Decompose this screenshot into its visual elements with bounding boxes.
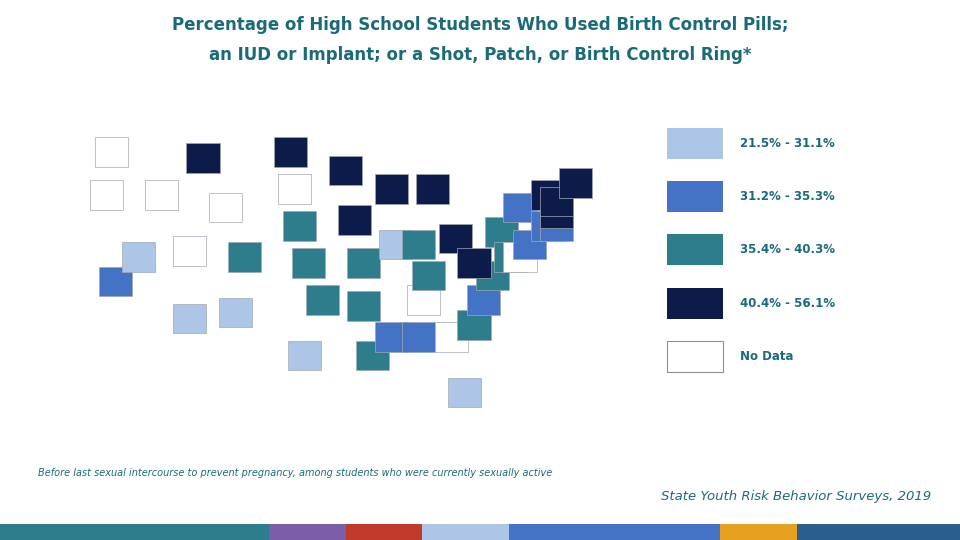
FancyBboxPatch shape: [667, 127, 723, 159]
Bar: [494, 242, 527, 272]
Bar: [186, 143, 220, 173]
Bar: [209, 193, 243, 222]
Bar: [422, 524, 509, 540]
Bar: [503, 193, 537, 222]
Text: Percentage of High School Students Who Used Birth Control Pills;: Percentage of High School Students Who U…: [172, 16, 788, 34]
Bar: [503, 242, 537, 272]
Bar: [173, 236, 205, 266]
Text: 31.2% - 35.3%: 31.2% - 35.3%: [739, 190, 834, 203]
Bar: [278, 174, 311, 204]
Bar: [509, 524, 720, 540]
Bar: [540, 186, 573, 216]
Bar: [329, 156, 362, 185]
Bar: [274, 137, 307, 167]
Bar: [407, 285, 440, 315]
Bar: [374, 174, 408, 204]
Bar: [219, 298, 252, 327]
Text: No Data: No Data: [739, 350, 793, 363]
Bar: [458, 248, 491, 278]
Bar: [99, 267, 132, 296]
Bar: [416, 174, 449, 204]
Text: an IUD or Implant; or a Shot, Patch, or Birth Control Ring*: an IUD or Implant; or a Shot, Patch, or …: [208, 46, 752, 64]
Bar: [283, 211, 316, 241]
Text: 35.4% - 40.3%: 35.4% - 40.3%: [739, 244, 834, 256]
Bar: [412, 261, 444, 290]
Bar: [797, 524, 960, 540]
FancyBboxPatch shape: [667, 181, 723, 212]
Bar: [306, 285, 339, 315]
Bar: [348, 248, 380, 278]
Text: 40.4% - 56.1%: 40.4% - 56.1%: [739, 296, 834, 309]
Bar: [338, 205, 372, 235]
Bar: [0, 524, 269, 540]
Text: State Youth Risk Behavior Surveys, 2019: State Youth Risk Behavior Surveys, 2019: [661, 490, 931, 503]
Bar: [292, 248, 325, 278]
Bar: [173, 304, 205, 333]
Text: Before last sexual intercourse to prevent pregnancy, among students who were cur: Before last sexual intercourse to preven…: [38, 468, 553, 478]
Text: 21.5% - 31.1%: 21.5% - 31.1%: [739, 137, 834, 150]
Bar: [356, 341, 390, 370]
Bar: [531, 180, 564, 210]
Bar: [476, 261, 509, 290]
Bar: [402, 230, 436, 259]
FancyBboxPatch shape: [667, 341, 723, 372]
Bar: [448, 378, 481, 408]
Bar: [540, 199, 573, 228]
Bar: [374, 322, 408, 352]
Bar: [540, 211, 573, 241]
Bar: [402, 322, 436, 352]
Bar: [348, 292, 380, 321]
Bar: [467, 285, 500, 315]
Bar: [145, 180, 179, 210]
Bar: [720, 524, 797, 540]
Bar: [228, 242, 261, 272]
Bar: [379, 230, 413, 259]
Bar: [435, 322, 468, 352]
Bar: [122, 242, 156, 272]
Bar: [269, 524, 346, 540]
FancyBboxPatch shape: [667, 234, 723, 265]
Bar: [485, 218, 518, 247]
Bar: [559, 168, 591, 198]
Bar: [458, 310, 491, 340]
Bar: [513, 230, 545, 259]
Bar: [287, 341, 321, 370]
Bar: [346, 524, 422, 540]
Bar: [94, 137, 128, 167]
Bar: [439, 224, 472, 253]
Bar: [90, 180, 123, 210]
FancyBboxPatch shape: [667, 288, 723, 319]
Bar: [531, 211, 564, 241]
